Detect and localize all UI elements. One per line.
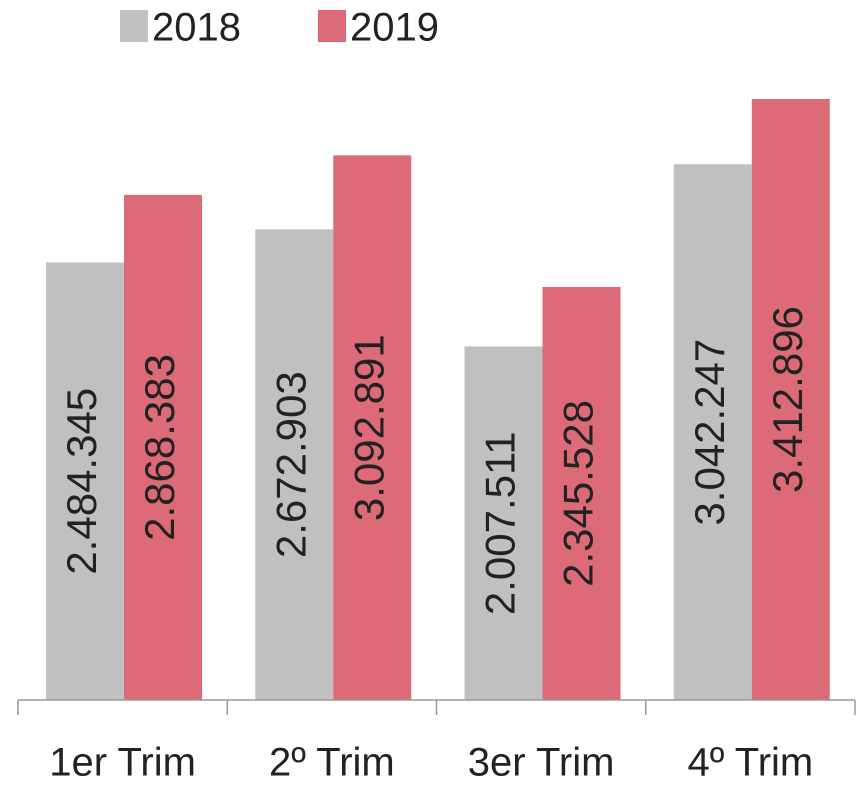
bar (46, 262, 124, 700)
legend-swatch (318, 10, 346, 42)
x-tick-label: 2º Trim (269, 741, 395, 785)
data-label: 2.484.345 (58, 388, 105, 575)
legend-swatch (120, 10, 148, 42)
bar (542, 286, 621, 700)
x-tick-label: 1er Trim (49, 741, 196, 785)
bar (751, 99, 830, 700)
data-label: 2.672.903 (267, 371, 314, 558)
data-label: 2.007.511 (477, 431, 524, 615)
x-tick-label: 4º Trim (688, 741, 814, 785)
data-label: 2.868.383 (136, 354, 183, 541)
bar (255, 229, 334, 701)
bar (464, 346, 543, 700)
data-label: 3.092.891 (345, 334, 392, 521)
bar (673, 164, 752, 701)
data-label: 2.345.528 (555, 400, 602, 587)
legend-label: 2018 (152, 6, 241, 50)
bar (333, 155, 412, 700)
bar (124, 194, 202, 700)
x-tick-label: 3er Trim (468, 741, 615, 785)
data-label: 3.412.896 (764, 306, 811, 493)
legend-label: 2019 (350, 6, 439, 50)
data-label: 3.042.247 (686, 339, 733, 526)
